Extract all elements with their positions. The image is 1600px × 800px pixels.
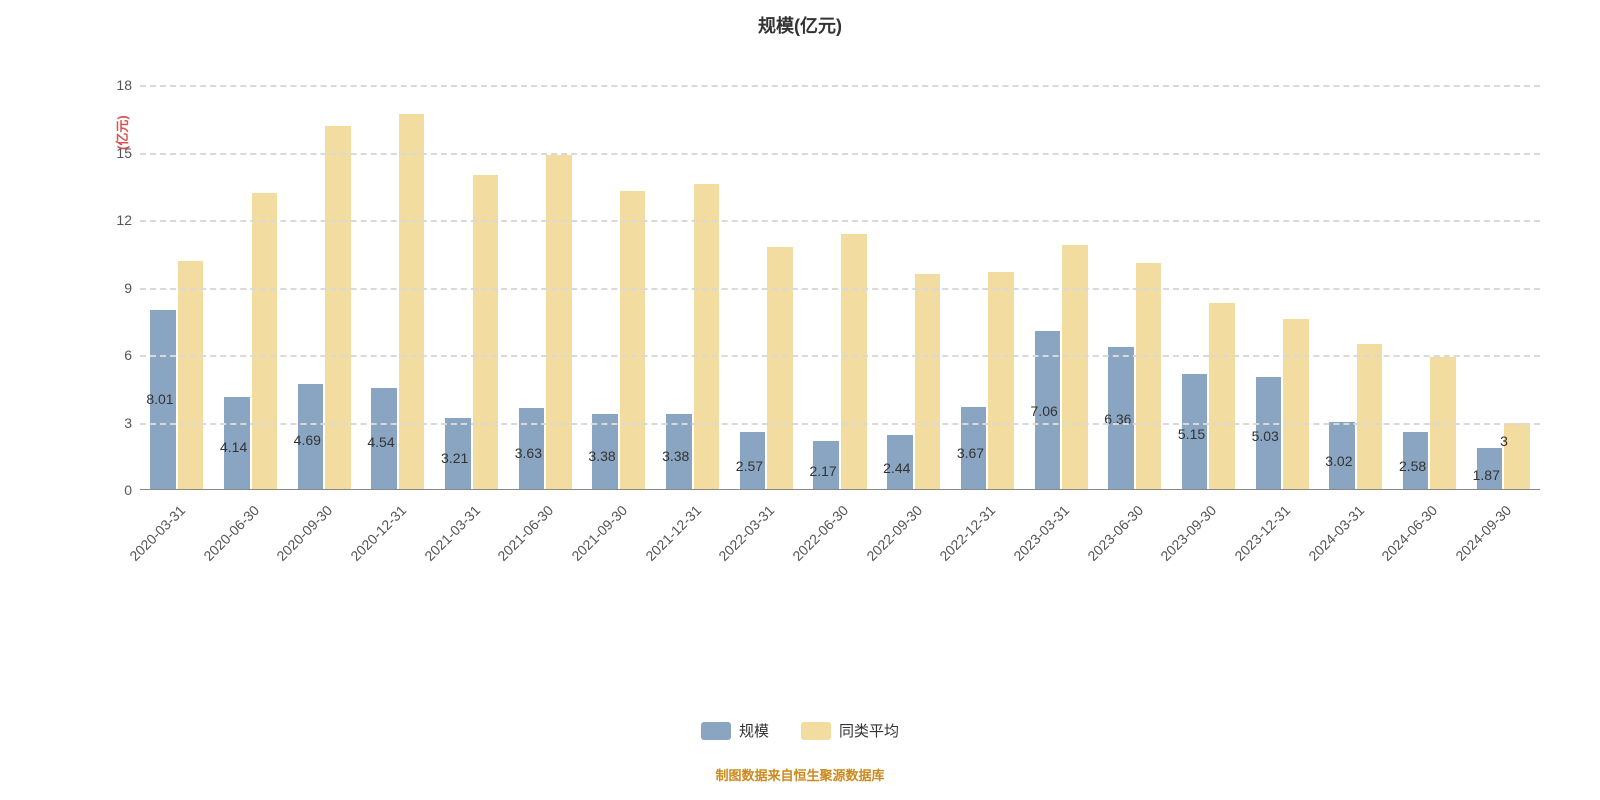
x-tick-label: 2021-12-31 <box>622 502 704 584</box>
bar-series2 <box>1136 263 1162 490</box>
x-tick-label: 2024-06-30 <box>1359 502 1441 584</box>
grid-line <box>140 85 1540 87</box>
bar-series2 <box>1062 245 1088 490</box>
x-tick-label: 2020-06-30 <box>180 502 262 584</box>
bar-series2 <box>1357 344 1383 490</box>
bar-value-label: 2.44 <box>883 460 910 476</box>
bar-value-label: 3.02 <box>1325 453 1352 469</box>
bar-value-label: 3.38 <box>662 448 689 464</box>
chart-title: 规模(亿元) <box>0 12 1600 38</box>
bar-value-label: 3.38 <box>588 448 615 464</box>
bar-series2 <box>841 234 867 491</box>
x-tick-label: 2023-12-31 <box>1211 502 1293 584</box>
bar-value-label: 6.36 <box>1104 411 1131 427</box>
legend-swatch <box>701 722 731 740</box>
bar-value-label: 3.67 <box>957 445 984 461</box>
source-text: 制图数据来自恒生聚源数据库 <box>0 765 1600 784</box>
y-tick-label: 9 <box>124 280 140 296</box>
bar-value-label: 7.06 <box>1031 403 1058 419</box>
x-tick-label: 2021-06-30 <box>475 502 557 584</box>
y-tick-label: 6 <box>124 347 140 363</box>
x-tick-label: 2022-06-30 <box>769 502 851 584</box>
legend-swatch <box>801 722 831 740</box>
legend: 规模 同类平均 <box>0 720 1600 744</box>
bar-series2 <box>915 274 941 490</box>
bar-series2 <box>694 184 720 490</box>
y-tick-label: 0 <box>124 482 140 498</box>
bar-series2 <box>767 247 793 490</box>
bar-value-label: 1.87 <box>1473 467 1500 483</box>
y-tick-label: 12 <box>116 212 140 228</box>
x-tick-label: 2022-09-30 <box>843 502 925 584</box>
bar-value-label: 8.01 <box>146 391 173 407</box>
bar-series2 <box>1209 303 1235 490</box>
bar-series2 <box>988 272 1014 490</box>
bar-series2 <box>620 191 646 490</box>
bar-value-label: 2.58 <box>1399 458 1426 474</box>
x-tick-label: 2020-09-30 <box>253 502 335 584</box>
bar-series2 <box>473 175 499 490</box>
x-tick-label: 2021-03-31 <box>401 502 483 584</box>
x-tick-label: 2022-03-31 <box>696 502 778 584</box>
legend-label: 同类平均 <box>839 720 899 741</box>
x-tick-label: 2020-03-31 <box>106 502 188 584</box>
x-tick-label: 2022-12-31 <box>917 502 999 584</box>
bar-value-label: 4.14 <box>220 439 247 455</box>
plot-area: 8.01 4.14 4.69 4.54 3.21 3.63 3.38 3.38 2.57 2.17… <box>140 85 1540 490</box>
bar-value-label: 4.69 <box>294 432 321 448</box>
x-tick-label: 2021-09-30 <box>548 502 630 584</box>
bar-value-label: 3.21 <box>441 450 468 466</box>
y-tick-label: 18 <box>116 77 140 93</box>
bar-value-label: 3.63 <box>515 445 542 461</box>
bar-series2 <box>325 126 351 491</box>
bar-series2 <box>178 261 204 491</box>
bar-series2 <box>399 114 425 490</box>
x-tick-label: 2024-03-31 <box>1285 502 1367 584</box>
grid-line <box>140 355 1540 357</box>
legend-label: 规模 <box>739 720 769 741</box>
bar-series2 <box>546 155 572 490</box>
bar-value-label: 5.03 <box>1252 428 1279 444</box>
bar-value-label: 5.15 <box>1178 426 1205 442</box>
bar-value-label: 2.17 <box>809 463 836 479</box>
x-axis-line <box>140 489 1540 490</box>
bar-value-label: 4.54 <box>367 434 394 450</box>
x-tick-label: 2023-03-31 <box>990 502 1072 584</box>
bar-series2 <box>252 193 278 490</box>
grid-line <box>140 153 1540 155</box>
grid-line <box>140 288 1540 290</box>
grid-line <box>140 220 1540 222</box>
x-tick-label: 2023-09-30 <box>1138 502 1220 584</box>
legend-item: 规模 <box>701 720 769 741</box>
y-tick-label: 3 <box>124 415 140 431</box>
bar-value-label: 3 <box>1500 433 1508 449</box>
x-tick-label: 2020-12-31 <box>327 502 409 584</box>
bar-series2 <box>1283 319 1309 490</box>
y-tick-label: 15 <box>116 145 140 161</box>
x-tick-label: 2023-06-30 <box>1064 502 1146 584</box>
grid-line <box>140 423 1540 425</box>
legend-item: 同类平均 <box>801 720 899 741</box>
bar-value-label: 2.57 <box>736 458 763 474</box>
chart-container: { "chart": { "type": "bar", "title": "规模… <box>0 0 1600 800</box>
x-tick-label: 2024-09-30 <box>1432 502 1514 584</box>
